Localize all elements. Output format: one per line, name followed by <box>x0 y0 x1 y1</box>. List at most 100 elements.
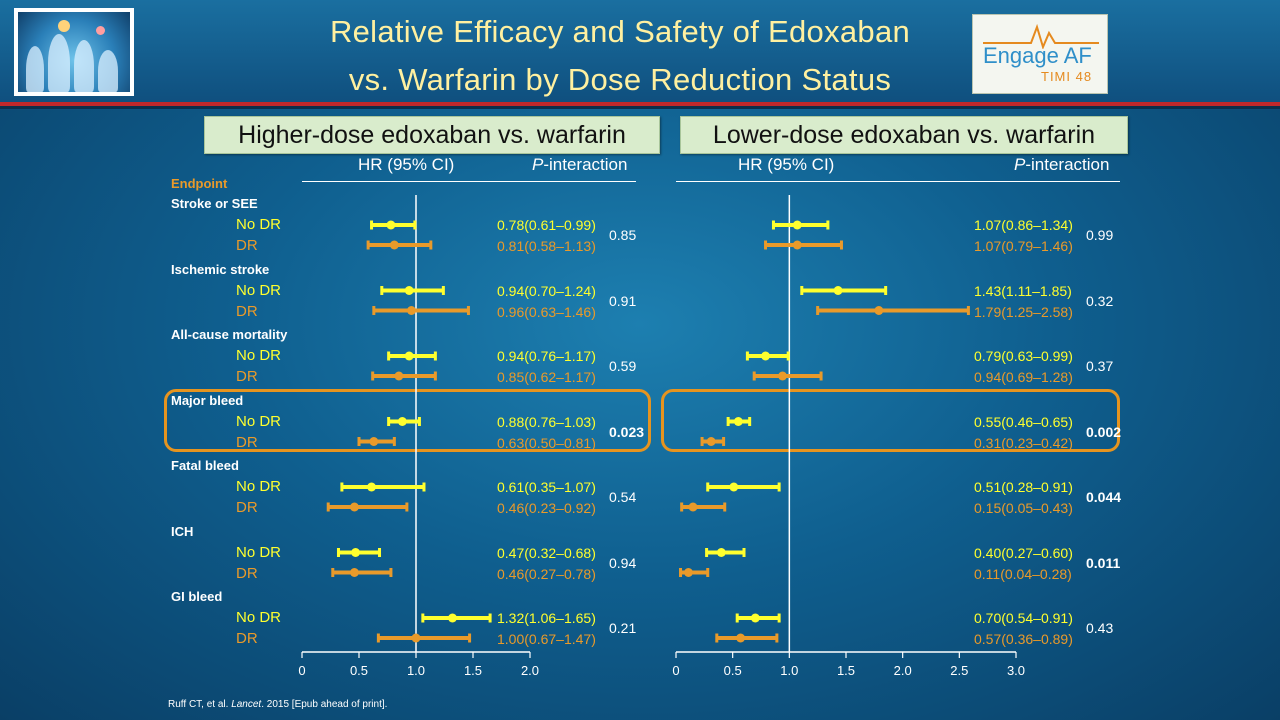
x-tick-label: 1.0 <box>407 663 425 678</box>
dr-ci-text: 0.57(0.36–0.89) <box>974 631 1073 647</box>
p-interaction-value: 0.011 <box>1086 554 1121 571</box>
dr-ci-text: 1.07(0.79–1.46) <box>974 238 1073 254</box>
p-interaction-value: 0.044 <box>1086 489 1122 505</box>
dr-hr-point <box>349 568 359 577</box>
x-tick-label: 1.0 <box>780 663 798 678</box>
logo-brand-text: Engage AF <box>983 43 1092 68</box>
p-italic-right: P <box>1014 155 1026 174</box>
no-dr-label: No DR <box>236 347 282 364</box>
no-dr-hr-point <box>367 482 377 492</box>
dr-ci-text: 0.85(0.62–1.17) <box>497 369 596 385</box>
x-tick-label: 2.0 <box>894 663 912 678</box>
p-interaction-value: 0.43 <box>1086 620 1114 636</box>
x-tick-label: 2.0 <box>521 663 539 678</box>
footnote-journal: Lancet <box>231 699 262 710</box>
endpoint-label: Fatal bleed <box>171 458 239 473</box>
x-tick-label: 0 <box>298 663 305 678</box>
col-head-hr-right: HR (95% CI) <box>738 155 835 174</box>
p-interaction-value: 0.21 <box>609 620 637 636</box>
no-dr-label: No DR <box>236 412 282 430</box>
dr-hr-point <box>874 306 884 315</box>
no-dr-label: No DR <box>236 609 282 626</box>
no-dr-ci-text: 0.55(0.46–0.65) <box>974 413 1073 430</box>
dr-label: DR <box>236 499 258 516</box>
panel-header-higher-dose: Higher-dose edoxaban vs. warfarin <box>204 116 660 154</box>
no-dr-hr-point <box>716 548 726 557</box>
no-dr-hr-point <box>386 220 396 230</box>
dr-label: DR <box>236 564 258 582</box>
p-interaction-value: 0.37 <box>1086 358 1114 374</box>
p-interaction-value: 0.59 <box>609 358 637 374</box>
dr-ci-text: 0.15(0.05–0.43) <box>974 500 1073 516</box>
no-dr-ci-text: 0.79(0.63–0.99) <box>974 348 1073 364</box>
p-interaction-value: 0.94 <box>609 554 637 571</box>
p-interaction-value: 0.54 <box>609 489 637 505</box>
engage-af-logo: Engage AF TIMI 48 <box>972 14 1108 94</box>
endpoint-label: All-cause mortality <box>171 327 288 342</box>
footnote-authors: Ruff CT, et al. <box>168 699 232 710</box>
endpoint-label: Stroke or SEE <box>171 196 258 211</box>
no-dr-ci-text: 0.70(0.54–0.91) <box>974 610 1073 626</box>
dr-ci-text: 0.46(0.23–0.92) <box>497 500 596 516</box>
endpoint-label: ICH <box>171 523 194 539</box>
no-dr-label: No DR <box>236 216 282 233</box>
x-tick-label: 3.0 <box>1007 663 1025 678</box>
dr-ci-text: 0.11(0.04–0.28) <box>974 565 1072 582</box>
p-interaction-value: 0.99 <box>1086 227 1114 243</box>
dr-label: DR <box>236 630 258 647</box>
dr-hr-point <box>683 568 693 577</box>
slide-title-line-1: Relative Efficacy and Safety of Edoxaban <box>329 14 911 49</box>
dr-label: DR <box>236 433 258 451</box>
dr-ci-text: 0.96(0.63–1.46) <box>497 303 596 320</box>
x-tick-label: 0.5 <box>350 663 368 678</box>
header-divider-red <box>0 102 1280 106</box>
dr-ci-text: 0.94(0.69–1.28) <box>974 369 1073 385</box>
no-dr-ci-text: 0.88(0.76–1.03) <box>497 413 596 430</box>
dr-hr-point <box>706 437 716 446</box>
dr-hr-point <box>394 371 404 381</box>
header-rule-left <box>302 181 636 182</box>
dr-label: DR <box>236 237 258 254</box>
p-rest-left: -interaction <box>543 155 628 174</box>
no-dr-ci-text: 0.61(0.35–1.07) <box>497 479 596 495</box>
no-dr-hr-point <box>729 482 739 492</box>
header-rule-right <box>676 181 1120 182</box>
p-italic-left: P <box>532 155 544 174</box>
no-dr-hr-point <box>351 548 361 557</box>
ecg-wave-icon <box>983 23 1099 49</box>
slide-title-line-2: vs. Warfarin by Dose Reduction Status <box>348 62 892 97</box>
no-dr-hr-point <box>733 417 743 426</box>
no-dr-ci-text: 0.47(0.32–0.68) <box>497 544 596 561</box>
no-dr-hr-point <box>750 613 760 623</box>
dr-hr-point <box>369 437 379 446</box>
dr-ci-text: 0.46(0.27–0.78) <box>497 565 596 582</box>
x-tick-label: 0.5 <box>724 663 742 678</box>
left-logo-image <box>14 8 134 96</box>
dr-hr-point <box>349 502 359 512</box>
no-dr-label: No DR <box>236 281 282 299</box>
no-dr-ci-text: 0.94(0.70–1.24) <box>497 282 596 299</box>
dr-label: DR <box>236 302 258 320</box>
dr-ci-text: 1.00(0.67–1.47) <box>497 631 596 647</box>
no-dr-label: No DR <box>236 478 282 495</box>
no-dr-hr-point <box>761 351 771 361</box>
p-interaction-value: 0.32 <box>1086 292 1114 309</box>
col-head-p-left: P-interaction <box>532 155 627 175</box>
p-interaction-value: 0.85 <box>609 227 637 243</box>
p-interaction-value: 0.91 <box>609 292 637 309</box>
dr-ci-text: 0.31(0.23–0.42) <box>974 434 1073 451</box>
no-dr-hr-point <box>404 351 414 361</box>
no-dr-hr-point <box>833 286 843 295</box>
footnote-date: . 2015 [Epub ahead of print]. <box>261 699 388 710</box>
no-dr-ci-text: 0.94(0.76–1.17) <box>497 348 596 364</box>
endpoint-label: Major bleed <box>171 392 244 408</box>
highlight-box-left <box>164 389 651 452</box>
dr-label: DR <box>236 368 258 385</box>
no-dr-ci-text: 0.40(0.27–0.60) <box>974 544 1073 561</box>
dr-hr-point <box>736 633 746 643</box>
panel-header-lower-dose: Lower-dose edoxaban vs. warfarin <box>680 116 1128 154</box>
endpoint-label: Ischemic stroke <box>171 261 270 277</box>
logo-sub-text: TIMI 48 <box>1041 69 1093 84</box>
p-interaction-value: 0.002 <box>1086 423 1122 440</box>
